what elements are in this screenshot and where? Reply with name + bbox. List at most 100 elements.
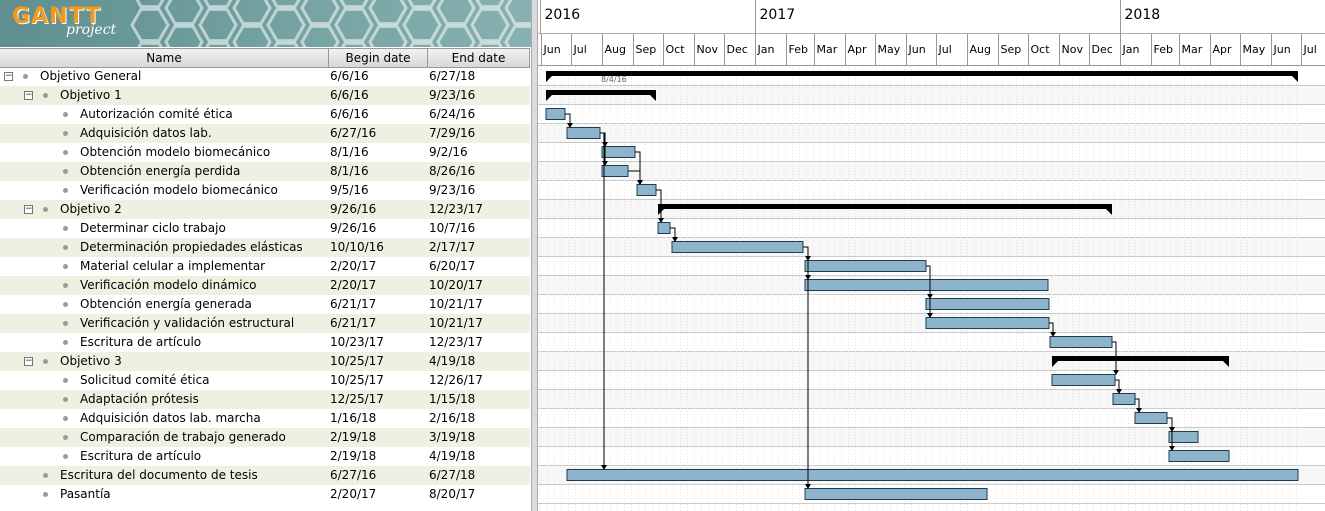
task-row[interactable]: Escritura de artículo 2/19/18 4/19/18 <box>0 447 530 466</box>
task-bar[interactable] <box>1051 374 1116 386</box>
task-bar[interactable] <box>1049 336 1113 348</box>
task-name: Verificación modelo biomecánico <box>80 183 278 197</box>
task-row[interactable]: Adquisición datos lab. marcha 1/16/18 2/16… <box>0 409 530 428</box>
task-bullet-icon <box>43 93 48 98</box>
task-row[interactable]: Verificación modelo dinámico 2/20/17 10/20… <box>0 276 530 295</box>
dependency-arrowhead <box>927 313 933 318</box>
task-bar[interactable] <box>925 317 1050 329</box>
column-header-name[interactable]: Name <box>0 49 329 67</box>
month-label: Dec <box>1092 43 1113 56</box>
task-end-date: 12/26/17 <box>429 373 483 387</box>
dependency-arrowhead <box>1169 446 1175 451</box>
month-label: Dec <box>727 43 748 56</box>
task-begin-date: 8/1/16 <box>330 164 369 178</box>
task-name: Material celular a implementar <box>80 259 266 273</box>
panel-splitter[interactable] <box>531 0 538 511</box>
task-row[interactable]: Adquisición datos lab. 6/27/16 7/29/16 <box>0 124 530 143</box>
task-row[interactable]: Verificación y validación estructural 6/2… <box>0 314 530 333</box>
task-bar[interactable] <box>1168 431 1199 443</box>
column-header-begin-date[interactable]: Begin date <box>329 49 428 67</box>
task-bullet-icon <box>63 188 68 193</box>
task-table: − Objetivo General 6/6/16 6/27/18− Objetivo … <box>0 67 530 504</box>
task-row[interactable]: Obtención modelo biomecánico 8/1/16 9/2/16 <box>0 143 530 162</box>
summary-bar[interactable] <box>546 71 1298 76</box>
task-bullet-icon <box>63 340 68 345</box>
task-bullet-icon <box>63 169 68 174</box>
task-row[interactable]: − Objetivo 3 10/25/17 4/19/18 <box>0 352 530 371</box>
task-end-date: 9/23/16 <box>429 183 476 197</box>
dependency-arrowhead <box>1113 370 1119 375</box>
task-bullet-icon <box>43 473 48 478</box>
collapse-toggle-icon[interactable]: − <box>24 90 33 100</box>
summary-bar-cap[interactable] <box>1106 209 1112 215</box>
task-bullet-icon <box>63 112 68 117</box>
task-begin-date: 12/25/17 <box>330 392 384 406</box>
task-bar[interactable] <box>601 146 636 158</box>
task-row[interactable]: Material celular a implementar 2/20/17 6/2… <box>0 257 530 276</box>
task-bar[interactable] <box>804 488 988 500</box>
task-bar[interactable] <box>566 127 601 139</box>
task-row[interactable]: Autorización comité ética 6/6/16 6/24/16 <box>0 105 530 124</box>
task-row[interactable]: − Objetivo 2 9/26/16 12/23/17 <box>0 200 530 219</box>
task-row[interactable]: Obtención energía perdida 8/1/16 8/26/16 <box>0 162 530 181</box>
task-begin-date: 10/25/17 <box>330 373 384 387</box>
task-bar[interactable] <box>1168 450 1230 462</box>
column-header-end-date[interactable]: End date <box>428 49 530 67</box>
task-name: Obtención energía perdida <box>80 164 241 178</box>
task-bar[interactable] <box>601 165 629 177</box>
task-name: Objetivo General <box>40 69 142 83</box>
task-row[interactable]: − Objetivo 1 6/6/16 9/23/16 <box>0 86 530 105</box>
task-row[interactable]: Verificación modelo biomecánico 9/5/16 9/2… <box>0 181 530 200</box>
task-bar[interactable] <box>545 108 566 120</box>
summary-bar-cap[interactable] <box>1052 361 1058 367</box>
task-bar[interactable] <box>657 222 671 234</box>
task-row[interactable]: Pasantía 2/20/17 8/20/17 <box>0 485 530 504</box>
task-bar[interactable] <box>1134 412 1168 424</box>
task-row[interactable]: Adaptación prótesis 12/25/17 1/15/18 <box>0 390 530 409</box>
task-bar[interactable] <box>1112 393 1136 405</box>
summary-bar-cap[interactable] <box>546 76 552 82</box>
task-row[interactable]: Solicitud comité ética 10/25/17 12/26/17 <box>0 371 530 390</box>
task-row[interactable]: Determinación propiedades elásticas 10/10… <box>0 238 530 257</box>
task-bar[interactable] <box>566 469 1299 481</box>
task-bullet-icon <box>63 131 68 136</box>
task-bullet-icon <box>63 435 68 440</box>
task-row[interactable]: Determinar ciclo trabajo 9/26/16 10/7/16 <box>0 219 530 238</box>
month-label: Jul <box>1303 43 1317 56</box>
task-bullet-icon <box>63 302 68 307</box>
task-row[interactable]: Escritura del documento de tesis 6/27/16 6… <box>0 466 530 485</box>
task-end-date: 12/23/17 <box>429 335 483 349</box>
summary-bar-cap[interactable] <box>546 95 552 101</box>
task-bar[interactable] <box>804 260 927 272</box>
summary-bar[interactable] <box>1052 356 1229 361</box>
summary-bar-cap[interactable] <box>1223 361 1229 367</box>
task-begin-date: 6/6/16 <box>330 88 369 102</box>
collapse-toggle-icon[interactable]: − <box>24 204 33 214</box>
chart-row-band <box>538 390 1325 409</box>
task-begin-date: 6/6/16 <box>330 107 369 121</box>
collapse-toggle-icon[interactable]: − <box>24 356 33 366</box>
task-bullet-icon <box>63 416 68 421</box>
dependency-arrow <box>1049 322 1054 335</box>
month-label: Jun <box>1273 43 1291 56</box>
task-bar[interactable] <box>804 279 1049 291</box>
task-bar[interactable] <box>671 241 804 253</box>
task-bar[interactable] <box>636 184 657 196</box>
task-bar[interactable] <box>925 298 1050 310</box>
chart-row-band <box>538 86 1325 105</box>
summary-bar[interactable] <box>658 204 1112 209</box>
chart-row-band <box>538 428 1325 447</box>
summary-bar[interactable] <box>546 90 656 95</box>
dependency-arrow <box>1167 417 1173 449</box>
collapse-toggle-icon[interactable]: − <box>4 71 13 81</box>
task-row[interactable]: − Objetivo General 6/6/16 6/27/18 <box>0 67 530 86</box>
task-row[interactable]: Obtención energía generada 6/21/17 10/21/1… <box>0 295 530 314</box>
summary-bar-cap[interactable] <box>1292 76 1298 82</box>
dependency-arrow <box>926 265 931 316</box>
task-end-date: 12/23/17 <box>429 202 483 216</box>
task-row[interactable]: Escritura de artículo 10/23/17 12/23/17 <box>0 333 530 352</box>
summary-bar-cap[interactable] <box>650 95 656 101</box>
task-row[interactable]: Comparación de trabajo generado 2/19/18 3/… <box>0 428 530 447</box>
task-name: Verificación modelo dinámico <box>80 278 257 292</box>
chart-row-band <box>538 238 1325 257</box>
